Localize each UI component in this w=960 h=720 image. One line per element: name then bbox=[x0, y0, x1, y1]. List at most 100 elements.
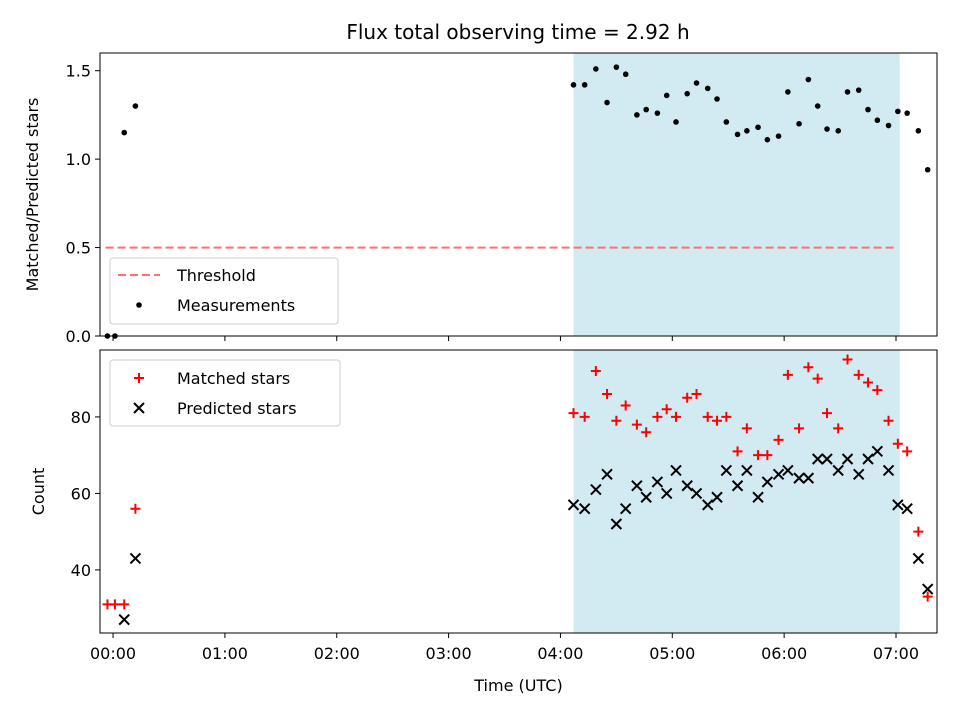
measurement-point bbox=[663, 92, 670, 99]
predicted-stars-point bbox=[670, 464, 682, 477]
matched-stars-point bbox=[732, 446, 743, 457]
measurement-point bbox=[865, 106, 871, 113]
matched-stars-point bbox=[671, 411, 682, 422]
predicted-stars-point bbox=[711, 491, 723, 503]
y-tick-label: 80 bbox=[71, 408, 91, 427]
predicted-stars-point bbox=[793, 472, 805, 484]
legend-threshold-label: Threshold bbox=[176, 266, 256, 285]
measurement-point bbox=[593, 66, 599, 72]
predicted-stars-point bbox=[610, 518, 623, 530]
measurement-point bbox=[895, 108, 901, 115]
matched-stars-point bbox=[741, 423, 752, 434]
predicted-stars-point bbox=[832, 464, 844, 477]
matched-stars-point bbox=[812, 373, 823, 384]
y-tick-label: 40 bbox=[71, 561, 91, 580]
matched-stars-point bbox=[702, 411, 713, 422]
y-axis-label: Count bbox=[29, 468, 48, 516]
x-tick-label: 07:00 bbox=[873, 644, 919, 663]
bottom-panel: 40 60 80 00:00 01:00 02:00 03:00 04:00 05:00 06:0… bbox=[29, 349, 938, 695]
predicted-stars-point bbox=[821, 453, 833, 465]
predicted-stars-point bbox=[862, 453, 874, 465]
x-axis-label: Time (UTC) bbox=[473, 676, 562, 695]
measurement-point bbox=[915, 128, 922, 134]
measurement-point bbox=[723, 119, 730, 125]
predicted-stars-point bbox=[782, 464, 794, 477]
measurement-point bbox=[121, 129, 128, 136]
predicted-stars-point bbox=[841, 453, 854, 465]
top-panel: 0.0 0.5 1.0 1.5 Matched/Predicted stars Thres… bbox=[23, 52, 938, 346]
matched-stars-point bbox=[682, 392, 693, 403]
measurement-point bbox=[755, 124, 761, 131]
x-tick-label: 06:00 bbox=[761, 644, 807, 663]
legend-measurements-label: Measurements bbox=[177, 296, 295, 315]
y-tick-label: 0.0 bbox=[66, 327, 91, 346]
predicted-stars-point bbox=[912, 552, 925, 565]
legend-box bbox=[109, 257, 339, 325]
y-tick-label: 60 bbox=[71, 484, 91, 503]
measurement-point bbox=[693, 80, 700, 86]
measurement-point bbox=[604, 99, 610, 106]
measurement-point bbox=[874, 117, 881, 124]
measurement-point bbox=[673, 119, 679, 125]
matched-stars-point bbox=[794, 423, 805, 434]
measurement-point bbox=[654, 110, 661, 116]
matched-stars-point bbox=[119, 599, 130, 610]
y-tick-label: 0.5 bbox=[66, 239, 91, 258]
x-tick-label: 01:00 bbox=[202, 644, 248, 663]
matched-stars-point bbox=[579, 411, 590, 422]
matched-stars-point bbox=[130, 503, 141, 514]
predicted-stars-point bbox=[567, 499, 580, 511]
matched-stars-point bbox=[853, 369, 864, 380]
matched-stars-point bbox=[892, 438, 903, 449]
y-tick-label: 1.0 bbox=[66, 150, 91, 169]
matched-stars-point bbox=[590, 366, 601, 377]
legend-matched-swatch bbox=[134, 373, 144, 383]
matched-stars-point bbox=[872, 385, 883, 396]
predicted-stars-point bbox=[720, 464, 733, 477]
observing-span-shade bbox=[573, 53, 900, 336]
matched-stars-point bbox=[712, 415, 723, 426]
measurement-point bbox=[924, 166, 931, 173]
measurement-point bbox=[684, 90, 691, 97]
predicted-stars-point bbox=[651, 476, 664, 488]
matched-stars-point bbox=[602, 388, 613, 399]
predicted-stars-point bbox=[741, 464, 753, 477]
measurement-point bbox=[824, 126, 830, 132]
matched-stars-point bbox=[773, 434, 784, 445]
matched-stars-point bbox=[691, 388, 702, 399]
matched-stars-point bbox=[721, 411, 732, 422]
predicted-stars-point bbox=[852, 468, 865, 480]
matched-stars-point bbox=[842, 354, 853, 365]
measurement-point bbox=[581, 82, 588, 88]
predicted-stars-point bbox=[640, 491, 652, 503]
matched-stars-point bbox=[762, 450, 773, 461]
measurement-point bbox=[570, 82, 577, 88]
predicted-stars-point bbox=[882, 464, 895, 477]
matched-stars-point bbox=[803, 362, 814, 373]
measurement-point bbox=[885, 122, 892, 129]
predicted-stars-point bbox=[681, 480, 693, 492]
measurement-point bbox=[835, 128, 842, 134]
matched-stars-point bbox=[631, 419, 642, 430]
predicted-stars-point bbox=[129, 552, 142, 565]
predicted-stars-point bbox=[118, 613, 130, 626]
measurement-point bbox=[132, 103, 139, 109]
axes-frame bbox=[99, 349, 938, 634]
predicted-stars-point bbox=[921, 583, 934, 595]
measurement-point bbox=[764, 136, 771, 143]
matched-stars-point bbox=[661, 404, 672, 415]
measurement-point bbox=[613, 64, 620, 70]
observing-span-shade bbox=[573, 350, 900, 633]
predicted-stars-point bbox=[702, 499, 714, 511]
matched-stars-point bbox=[833, 423, 844, 434]
measurement-point bbox=[734, 131, 741, 138]
matched-stars-point bbox=[902, 446, 913, 457]
predicted-stars-point bbox=[761, 476, 774, 488]
axes-frame bbox=[99, 52, 938, 337]
matched-stars-point bbox=[883, 415, 894, 426]
measurement-point bbox=[805, 76, 812, 83]
predicted-stars-point bbox=[578, 503, 591, 515]
matched-stars-point bbox=[109, 599, 120, 610]
measurement-point bbox=[634, 112, 640, 118]
